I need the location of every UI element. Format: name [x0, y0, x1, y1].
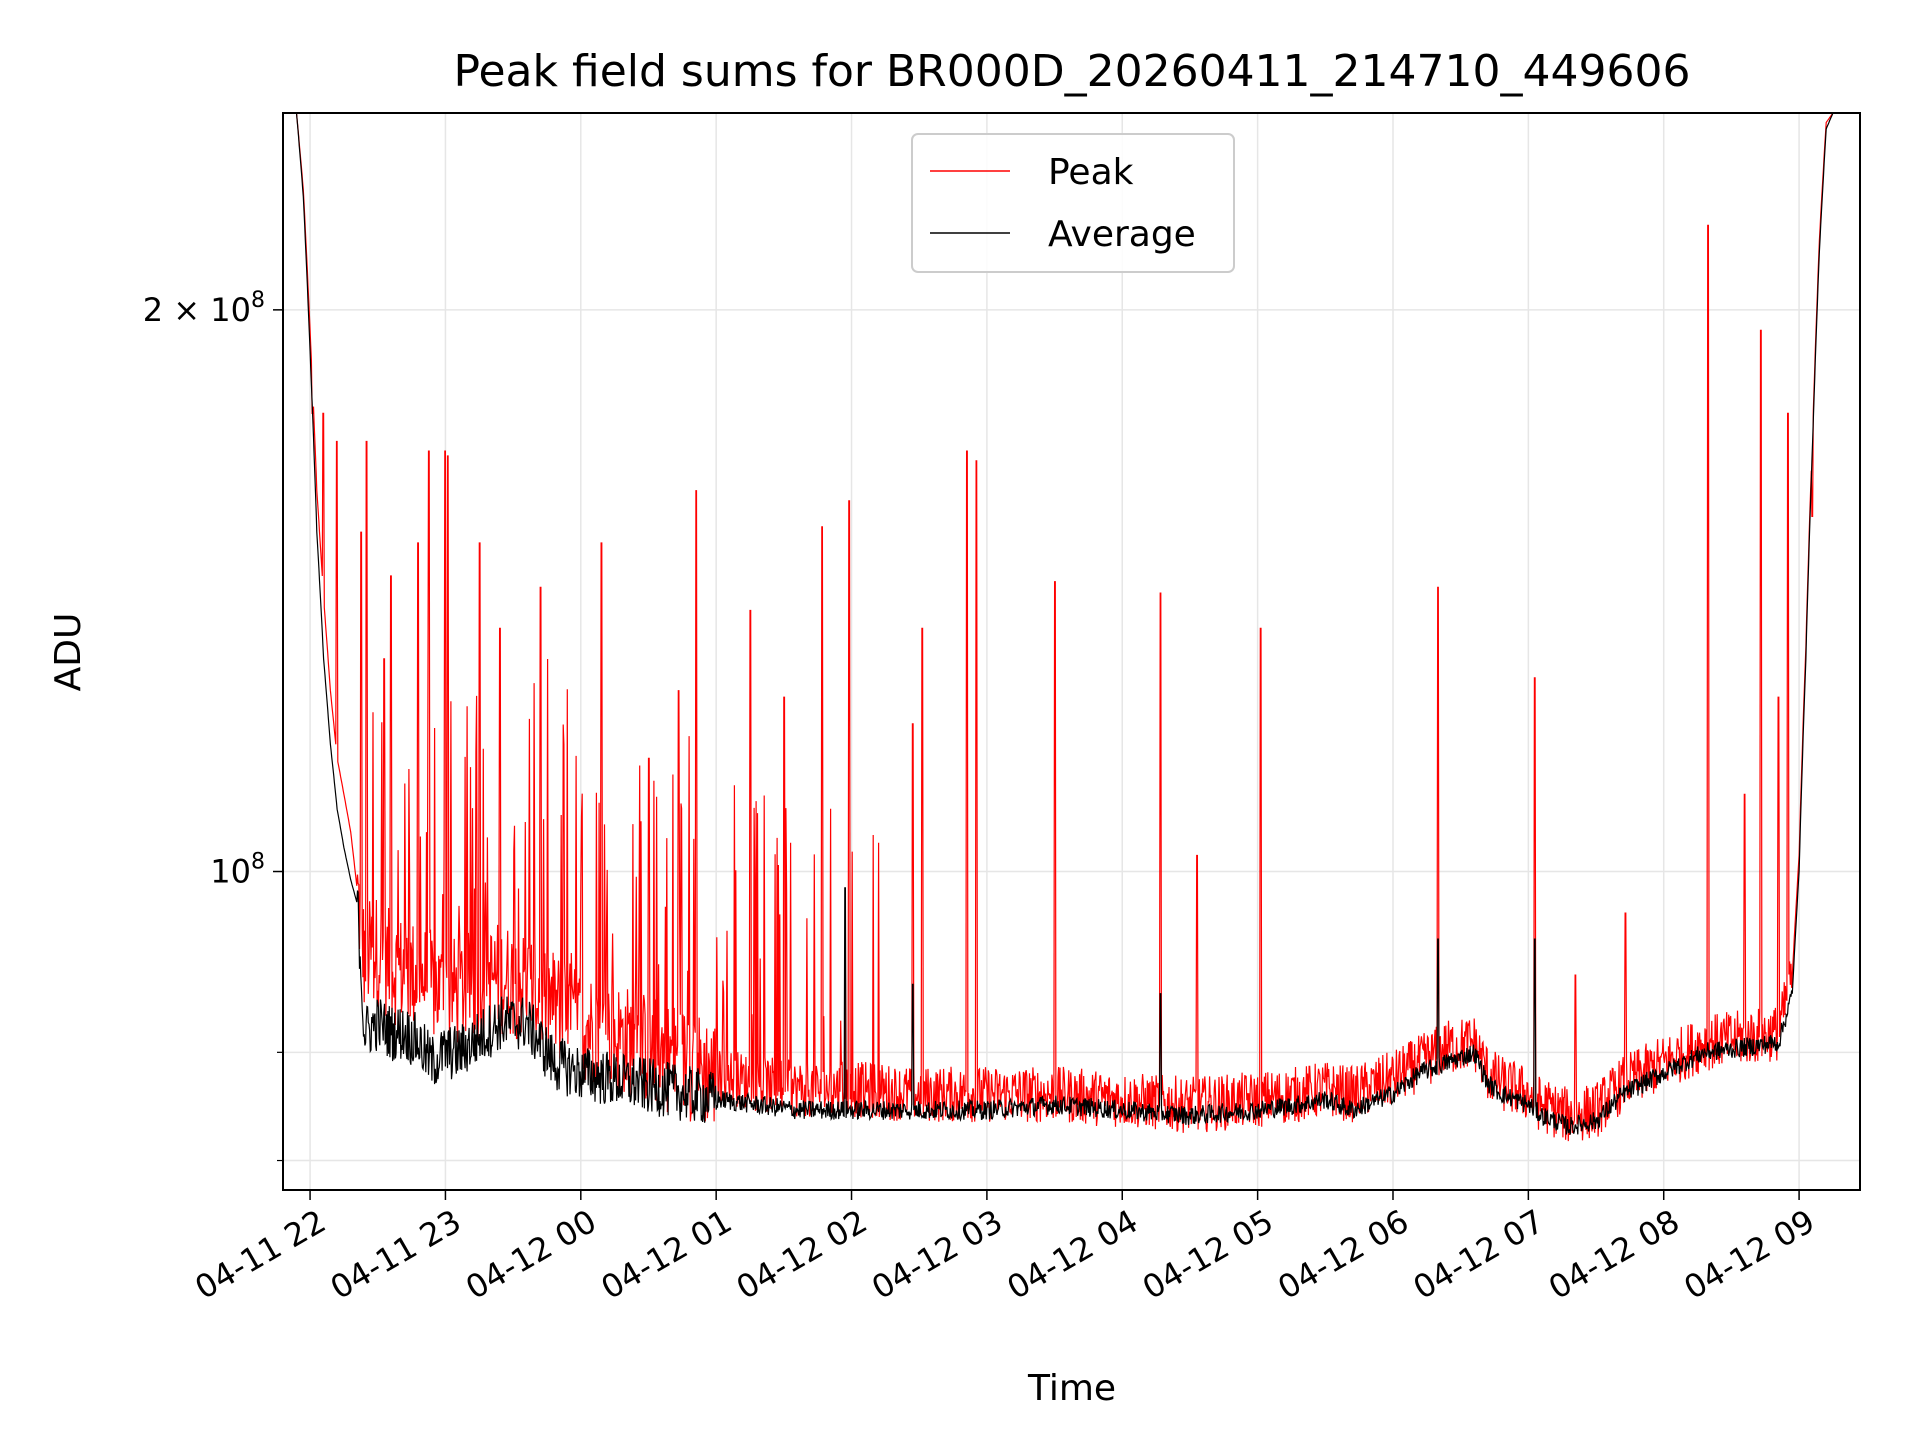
chart-title: Peak field sums for BR000D_20260411_2147… — [454, 46, 1691, 97]
y-tick-label: 2 × 108 — [143, 288, 265, 329]
series-layer — [283, 112, 1860, 1142]
x-tick-label: 04-12 06 — [1271, 1202, 1415, 1307]
x-tick-label: 04-11 23 — [324, 1202, 468, 1307]
plot-frame — [282, 112, 1861, 1191]
y-tick-exponent: 8 — [251, 850, 265, 875]
x-tick-label: 04-12 03 — [865, 1202, 1009, 1307]
x-tick-label: 04-12 00 — [459, 1202, 603, 1307]
y-axis-label: ADU — [48, 613, 89, 692]
x-tick-label: 04-12 09 — [1677, 1202, 1821, 1307]
y-tick-base: 10 — [210, 853, 251, 891]
y-tick-exponent: 8 — [251, 288, 265, 313]
x-tick-label: 04-12 02 — [730, 1202, 874, 1307]
series-average-line — [283, 112, 1860, 1135]
legend-peak-label: Peak — [1048, 152, 1134, 193]
y-tick-base: 10 — [210, 291, 251, 329]
x-tick-label: 04-12 04 — [1001, 1202, 1145, 1307]
legend: Peak Average — [911, 133, 1235, 273]
grid — [283, 113, 1860, 1190]
x-axis-label: Time — [1027, 1368, 1116, 1409]
x-tick-label: 04-12 07 — [1407, 1202, 1551, 1307]
y-tick-label: 108 — [210, 850, 265, 891]
legend-average-label: Average — [1048, 214, 1196, 255]
x-tick-label: 04-12 01 — [595, 1202, 739, 1307]
x-tick-label: 04-12 05 — [1136, 1202, 1280, 1307]
legend-box — [911, 133, 1235, 273]
x-tick-label: 04-12 08 — [1542, 1202, 1686, 1307]
series-peak-line — [283, 112, 1860, 1142]
y-tick-mantissa: 2 × — [143, 291, 211, 329]
x-tick-label: 04-11 22 — [188, 1202, 332, 1307]
